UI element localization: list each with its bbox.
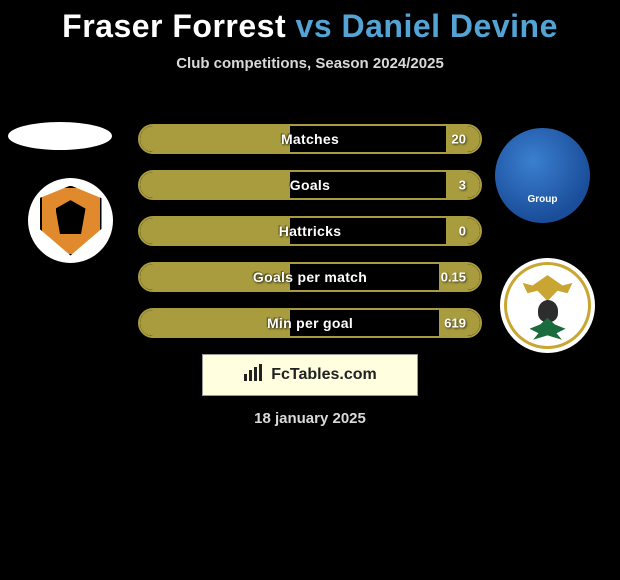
thistle-badge-icon [500,258,595,353]
comparison-title: Fraser Forrest vs Daniel Devine [0,0,620,45]
stat-label: Min per goal [267,315,353,331]
stat-row: Min per goal 619 [138,308,482,338]
stat-value-right: 619 [444,316,466,331]
subtitle: Club competitions, Season 2024/2025 [0,55,620,72]
stat-value-right: 3 [459,178,466,193]
chart-bars-icon [243,364,265,387]
stat-row: Goals per match 0.15 [138,262,482,292]
player2-avatar: Group [495,128,590,223]
alloa-badge-icon [28,178,113,263]
player1-name: Fraser Forrest [62,8,286,44]
stat-fill-left [140,172,290,198]
stat-value-right: 0.15 [441,270,466,285]
stat-label: Matches [281,131,339,147]
stat-fill-left [140,218,290,244]
stat-value-right: 20 [452,132,466,147]
player2-club-badge [500,258,595,353]
stat-value-right: 0 [459,224,466,239]
player1-avatar [8,122,112,150]
branding-text: FcTables.com [271,366,377,384]
stat-row: Hattricks 0 [138,216,482,246]
stat-row: Goals 3 [138,170,482,200]
player1-club-badge [28,178,113,263]
player2-avatar-text: Group [528,194,558,205]
stat-label: Goals [290,177,330,193]
stat-label: Hattricks [279,223,342,239]
stat-fill-left [140,126,290,152]
branding-box: FcTables.com [202,354,418,396]
stat-row: Matches 20 [138,124,482,154]
stats-bars: Matches 20 Goals 3 Hattricks 0 Goals per match… [138,124,482,354]
stat-label: Goals per match [253,269,367,285]
vs-text: vs [296,8,333,44]
date-text: 18 january 2025 [254,410,366,427]
player2-name: Daniel Devine [342,8,558,44]
